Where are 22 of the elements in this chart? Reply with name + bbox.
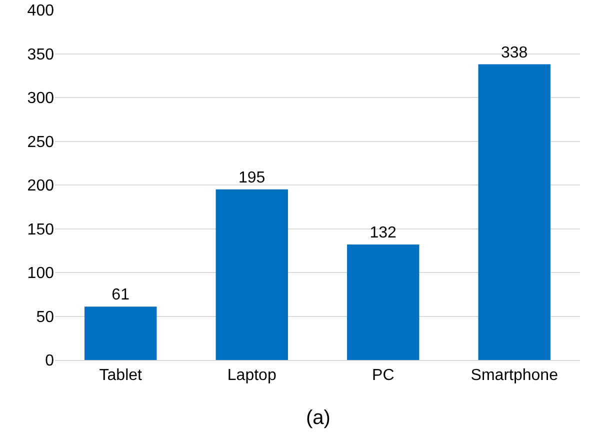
y-tick-label: 50 <box>36 308 54 326</box>
bar <box>216 189 288 360</box>
y-tick-label: 200 <box>27 178 54 195</box>
y-tick-label: 400 <box>27 2 54 20</box>
data-label: 338 <box>500 44 528 62</box>
y-tick-label: 350 <box>27 46 54 64</box>
x-tick-label: Laptop <box>227 367 276 384</box>
text: (a) <box>306 407 330 429</box>
bar <box>347 244 420 360</box>
x-tick-label: PC <box>372 367 394 384</box>
y-tick-label: 150 <box>27 221 54 238</box>
y-tick-label: 0 <box>45 352 54 370</box>
bar <box>84 306 157 360</box>
data-label: 195 <box>238 169 266 186</box>
y-tick-label: 250 <box>27 134 54 151</box>
y-tick-label: 300 <box>27 90 54 108</box>
y-tick-label: 100 <box>27 265 54 282</box>
bar <box>478 64 550 360</box>
data-label: 132 <box>370 224 397 242</box>
data-label: 61 <box>112 286 130 304</box>
x-tick-label: Smartphone <box>470 367 558 384</box>
x-tick-label: Tablet <box>99 367 143 384</box>
